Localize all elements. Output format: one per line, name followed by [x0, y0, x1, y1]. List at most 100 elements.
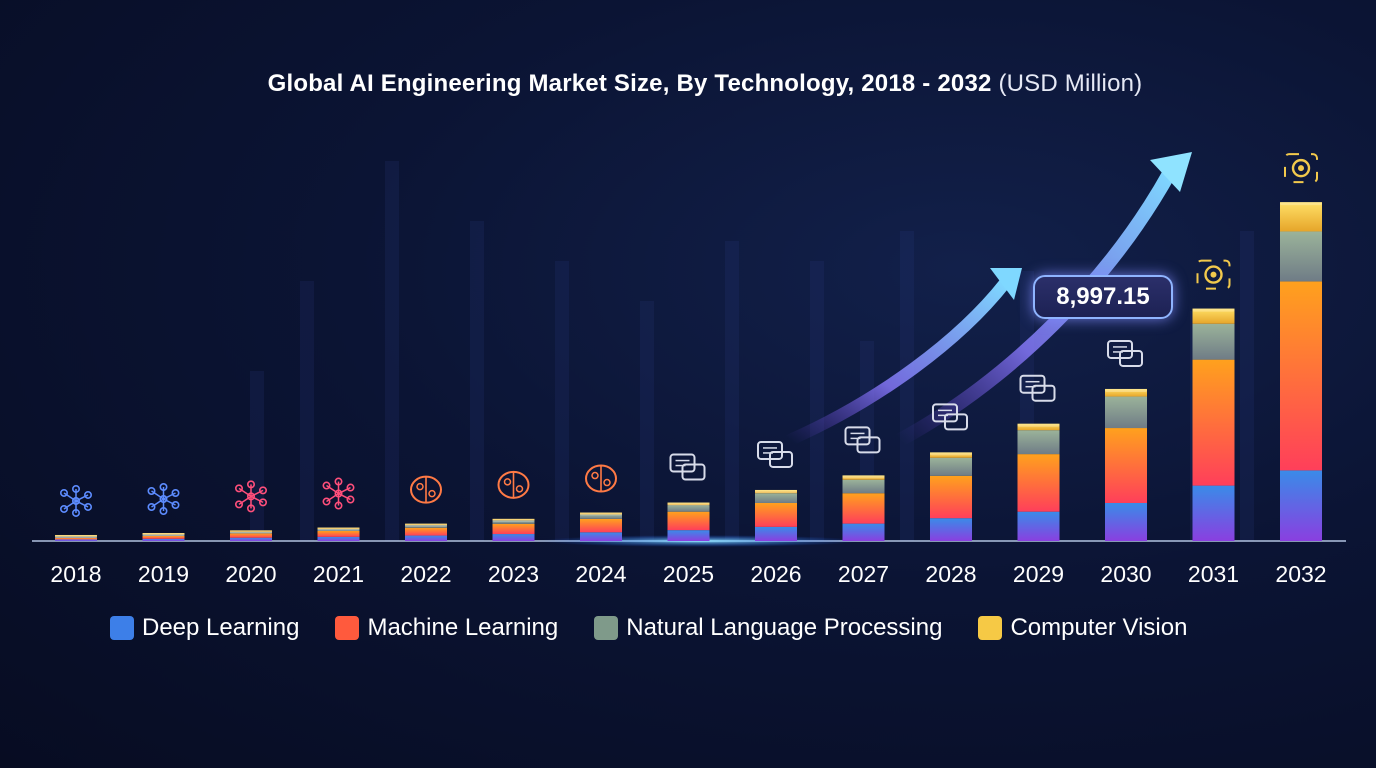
bar-icon-2020: [235, 480, 267, 513]
x-tick-2020: 2020: [225, 561, 276, 587]
bar-machine-learning-2030: [1105, 428, 1147, 503]
x-tick-2029: 2029: [1013, 561, 1064, 587]
bar-machine-learning-2024: [580, 518, 622, 533]
bar-deep-learning-2021: [317, 536, 360, 541]
bar-nlp-2019: [142, 534, 185, 537]
growth-arrows: [784, 152, 1192, 447]
legend-label-nlp: Natural Language Processing: [626, 614, 943, 641]
bg-column: [1240, 231, 1254, 541]
bar-icon-2029: [1019, 374, 1056, 402]
bar-computer-vision-2029: [1017, 423, 1060, 431]
x-tick-2031: 2031: [1188, 561, 1239, 587]
legend-item-nlp: Natural Language Processing: [594, 614, 942, 642]
legend-label-machine-learning: Machine Learning: [367, 614, 559, 641]
bar-top-2023: [492, 518, 535, 522]
bar-computer-vision-2030: [1105, 388, 1147, 397]
bar-icon-2032: [1284, 153, 1318, 184]
x-tick-2030: 2030: [1100, 561, 1151, 587]
bar-deep-learning-2024: [580, 532, 622, 541]
bar-deep-learning-2025: [667, 530, 710, 541]
bar-machine-learning-2020: [230, 533, 272, 538]
bg-column: [810, 261, 824, 541]
bar-icon-2031: [1196, 259, 1231, 290]
bar-machine-learning-2021: [317, 531, 360, 537]
bg-column: [250, 371, 264, 541]
legend-swatch-nlp: [594, 616, 619, 640]
bar-computer-vision-2027: [842, 475, 885, 480]
legend: Deep Learning Machine Learning Natural L…: [110, 614, 1187, 642]
x-axis-ticks: 2018 2019 2020 2021 2022 2023 2024 2025 2026 2027…: [50, 561, 1326, 587]
x-tick-2026: 2026: [750, 561, 801, 587]
x-tick-2028: 2028: [925, 561, 976, 587]
bar-machine-learning-2022: [405, 527, 447, 536]
bar-deep-learning-2029: [1017, 511, 1060, 541]
bar-deep-learning-2019: [142, 538, 185, 541]
bar-top-2028: [930, 452, 972, 456]
bar-nlp-2029: [1017, 430, 1060, 455]
bar-icon-2022: [410, 475, 442, 504]
bar-machine-learning-2026: [755, 502, 797, 527]
legend-item-deep-learning: Deep Learning: [110, 614, 299, 642]
bg-column: [900, 231, 914, 541]
bar-deep-learning-2030: [1105, 502, 1147, 541]
value-callout: 8,997.15: [1033, 275, 1173, 319]
bar-nlp-2021: [317, 529, 360, 532]
bar-top-2027: [842, 475, 885, 479]
bar-top-2032: [1280, 202, 1322, 206]
chart-title-unit: (USD Million): [998, 70, 1143, 97]
chart-title-text: Global AI Engineering Market Size, By Te…: [267, 70, 992, 97]
bar-computer-vision-2019: [142, 533, 185, 535]
bar-top-2024: [580, 512, 622, 516]
bar-icons: [59, 153, 1318, 517]
x-tick-2025: 2025: [663, 561, 714, 587]
bar-machine-learning-2028: [930, 475, 972, 519]
x-tick-2024: 2024: [575, 561, 626, 587]
bg-column: [470, 221, 484, 541]
bar-nlp-2031: [1192, 323, 1235, 360]
bar-top-2031: [1192, 308, 1235, 312]
bar-nlp-2027: [842, 479, 885, 494]
legend-swatch-machine-learning: [335, 616, 360, 640]
bar-deep-learning-2026: [755, 526, 797, 541]
legend-label-deep-learning: Deep Learning: [142, 614, 300, 641]
bar-nlp-2032: [1280, 231, 1322, 282]
bar-top-2020: [230, 530, 272, 534]
bg-column: [555, 261, 569, 541]
bar-icon-2021: [322, 477, 355, 510]
bar-deep-learning-2027: [842, 523, 885, 541]
legend-swatch-deep-learning: [110, 616, 134, 640]
bar-top-2025: [667, 502, 710, 506]
bar-computer-vision-2023: [492, 518, 535, 521]
bar-nlp-2024: [580, 514, 622, 519]
bar-computer-vision-2018: [55, 534, 97, 537]
bar-computer-vision-2024: [580, 512, 622, 515]
bar-icon-2018: [59, 484, 93, 517]
bar-top-2021: [317, 527, 360, 531]
x-tick-2022: 2022: [400, 561, 451, 587]
x-tick-2032: 2032: [1275, 561, 1326, 587]
bar-computer-vision-2022: [405, 523, 447, 526]
growth-arrow-large-head: [1150, 152, 1192, 192]
bar-nlp-2023: [492, 520, 535, 524]
bar-top-2030: [1105, 388, 1147, 392]
bar-machine-learning-2025: [667, 511, 710, 531]
bar-icon-2023: [497, 470, 530, 499]
bar-nlp-2028: [930, 457, 972, 476]
bar-machine-learning-2032: [1280, 281, 1322, 471]
legend-swatch-computer-vision: [978, 616, 1003, 640]
bar-machine-learning-2029: [1017, 454, 1060, 512]
bg-column: [385, 161, 399, 541]
bar-computer-vision-2021: [317, 527, 360, 530]
bg-column: [640, 301, 654, 541]
bar-icon-2026: [757, 440, 793, 468]
legend-label-computer-vision: Computer Vision: [1010, 614, 1188, 641]
background-decoration: [250, 161, 1254, 541]
bar-nlp-2018: [55, 536, 97, 538]
bar-computer-vision-2028: [930, 452, 972, 458]
bar-icon-2028: [932, 403, 968, 431]
bar-icon-2019: [147, 483, 180, 516]
bar-top-2019: [142, 533, 185, 537]
bar-deep-learning-2023: [492, 534, 535, 541]
bar-deep-learning-2020: [230, 537, 272, 541]
bar-computer-vision-2032: [1280, 202, 1322, 232]
